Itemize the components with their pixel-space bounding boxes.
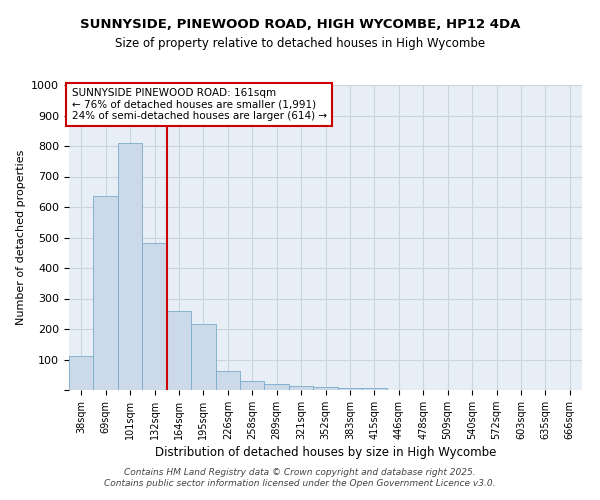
Bar bbox=[215, 371, 240, 390]
Bar bbox=[265, 384, 289, 390]
Bar bbox=[338, 388, 362, 390]
Bar bbox=[313, 387, 338, 390]
Bar bbox=[191, 324, 215, 390]
X-axis label: Distribution of detached houses by size in High Wycombe: Distribution of detached houses by size … bbox=[155, 446, 496, 459]
Bar bbox=[240, 382, 265, 390]
Text: SUNNYSIDE PINEWOOD ROAD: 161sqm
← 76% of detached houses are smaller (1,991)
24%: SUNNYSIDE PINEWOOD ROAD: 161sqm ← 76% of… bbox=[71, 88, 326, 121]
Bar bbox=[118, 143, 142, 390]
Text: Contains HM Land Registry data © Crown copyright and database right 2025.
Contai: Contains HM Land Registry data © Crown c… bbox=[104, 468, 496, 487]
Bar bbox=[69, 356, 94, 390]
Bar bbox=[167, 312, 191, 390]
Text: Size of property relative to detached houses in High Wycombe: Size of property relative to detached ho… bbox=[115, 38, 485, 51]
Y-axis label: Number of detached properties: Number of detached properties bbox=[16, 150, 26, 325]
Bar bbox=[362, 388, 386, 390]
Text: SUNNYSIDE, PINEWOOD ROAD, HIGH WYCOMBE, HP12 4DA: SUNNYSIDE, PINEWOOD ROAD, HIGH WYCOMBE, … bbox=[80, 18, 520, 30]
Bar bbox=[94, 196, 118, 390]
Bar bbox=[289, 386, 313, 390]
Bar bbox=[142, 242, 167, 390]
